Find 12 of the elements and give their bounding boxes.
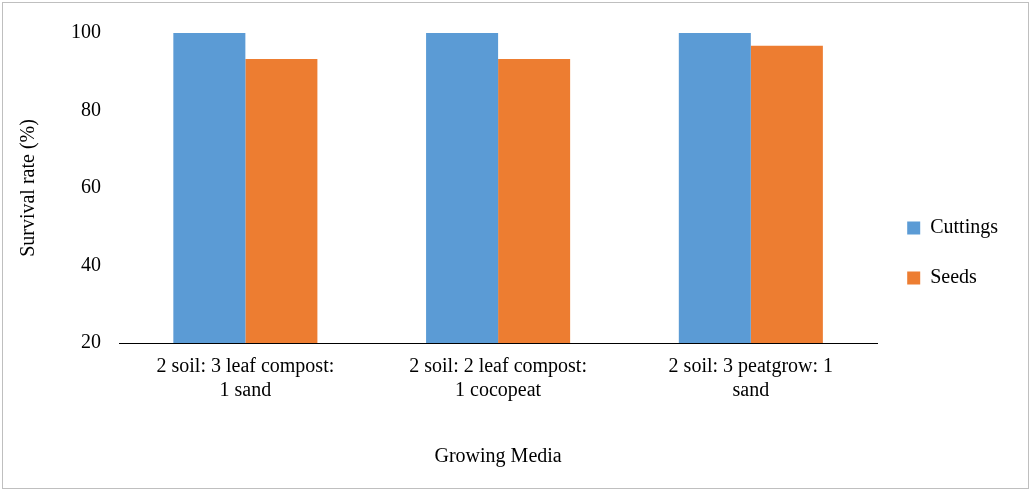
y-tick-label: 60 xyxy=(81,175,101,198)
y-tick-label: 20 xyxy=(81,330,101,353)
y-tick-label: 40 xyxy=(81,252,101,275)
y-tick-label: 80 xyxy=(81,97,101,120)
x-axis-title: Growing Media xyxy=(434,444,562,468)
legend-label: Seeds xyxy=(930,265,978,288)
legend-label: Cuttings xyxy=(930,215,999,239)
x-tick-label: 2 soil: 3 peatgrow: 1 sand xyxy=(668,354,834,401)
x-tick-label: 2 soil: 3 leaf compost: 1 sand xyxy=(156,354,335,401)
y-tick-label: 100 xyxy=(71,20,101,43)
x-tick-label: 2 soil: 2 leaf compost: 1 cocopeat xyxy=(409,354,587,402)
y-axis-title: Survival rate (%) xyxy=(16,119,40,257)
